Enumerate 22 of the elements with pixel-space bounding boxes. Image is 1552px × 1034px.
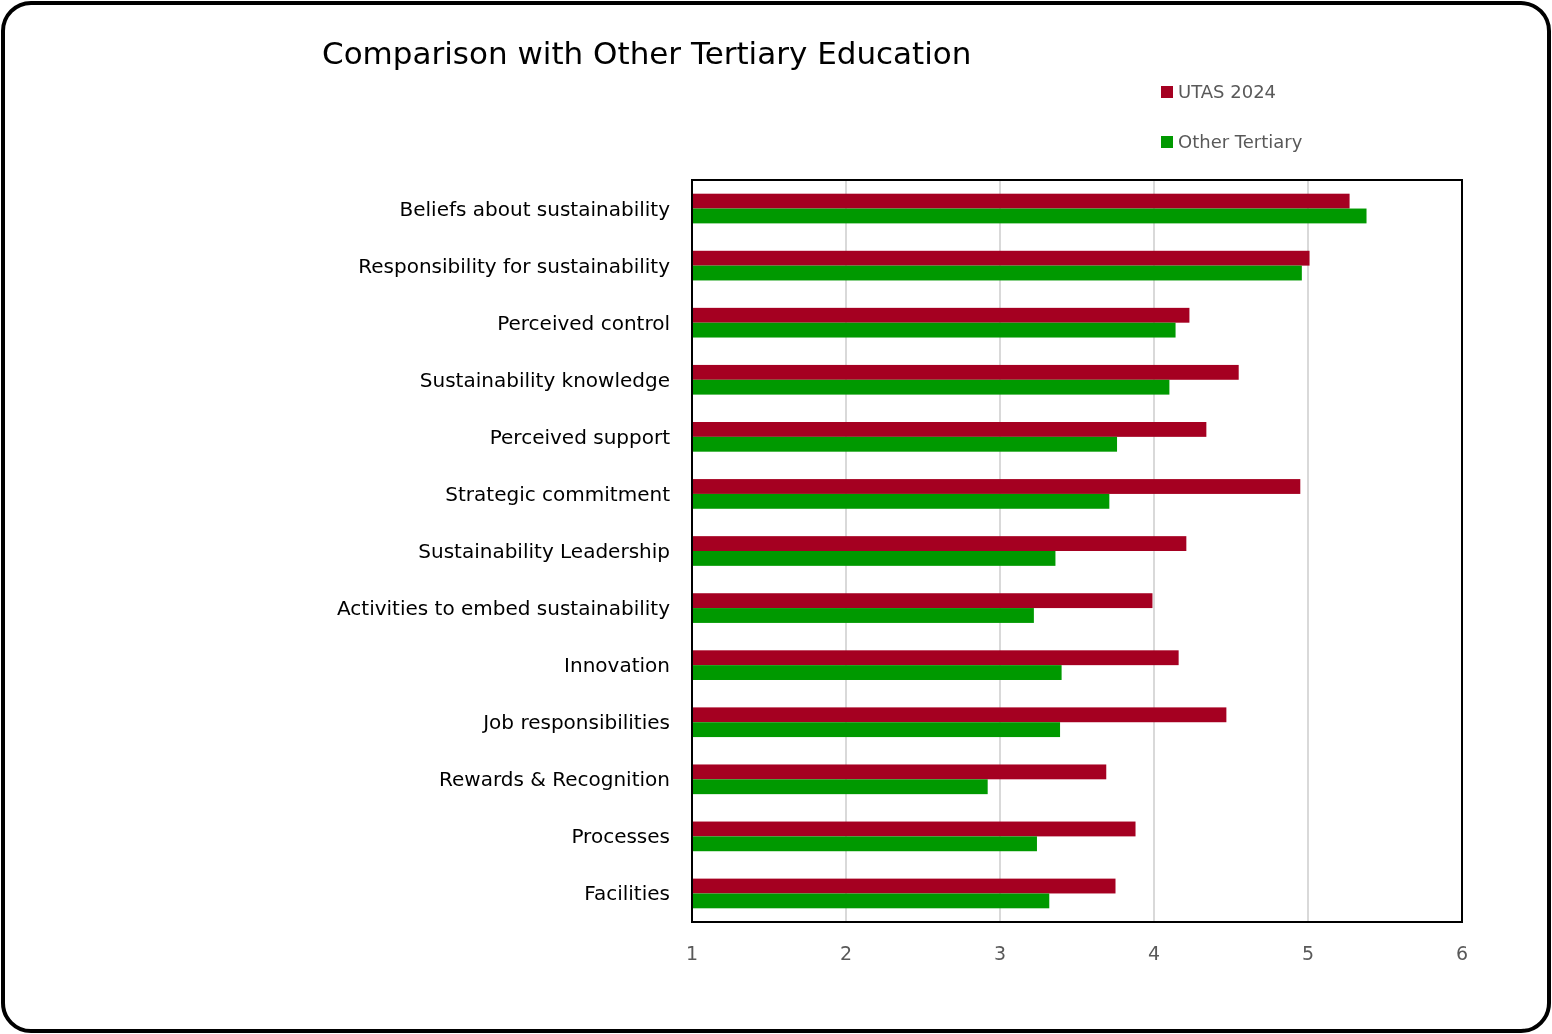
x-tick-label: 1 [685,942,699,964]
x-tick-label: 5 [1301,942,1315,964]
y-tick-label: Sustainability Leadership [418,539,670,563]
y-tick-label: Sustainability knowledge [419,367,670,392]
y-tick-label: Processes [571,824,670,849]
x-tick-label: 4 [1147,942,1161,964]
chart-title: Comparison with Other Tertiary Education [322,35,972,71]
y-tick-label: Responsibility for sustainability [358,253,671,278]
y-tick-label: Activities to embed sustainability [336,596,671,621]
y-tick-label: Perceived support [489,424,671,449]
y-tick-label: Strategic commitment [445,481,671,506]
y-tick-label: Beliefs about sustainability [399,196,671,221]
y-tick-label: Job responsibilities [481,710,670,735]
x-tick-label: 2 [839,942,853,964]
y-tick-label: Facilities [584,881,670,906]
legend-label: UTAS 2024 [1178,81,1277,102]
y-tick-label: Innovation [564,653,670,678]
y-tick-label: Perceived control [497,310,670,335]
x-tick-label: 6 [1455,942,1469,964]
x-tick-label: 3 [993,942,1007,964]
legend-label: Other Tertiary [1178,131,1303,152]
y-tick-label: Rewards & Recognition [439,767,670,792]
